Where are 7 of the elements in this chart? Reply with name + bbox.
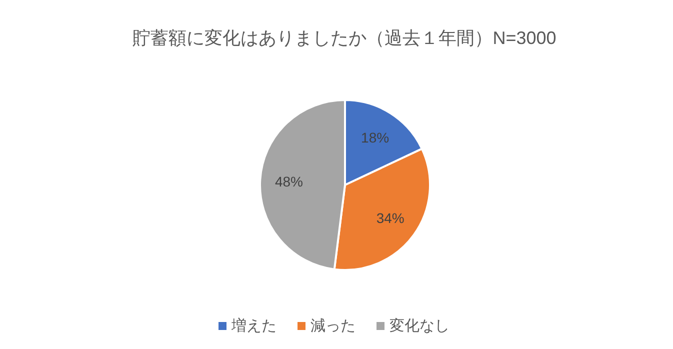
chart-title: 貯蓄額に変化はありましたか（過去１年間）N=3000 bbox=[132, 28, 556, 48]
legend-label: 減った bbox=[310, 318, 356, 334]
data-label: 34% bbox=[376, 210, 404, 226]
data-label: 48% bbox=[274, 173, 304, 190]
legend-label: 増えた bbox=[230, 318, 276, 334]
legend-label: 変化なし bbox=[390, 318, 450, 334]
data-label: 18% bbox=[361, 130, 390, 146]
